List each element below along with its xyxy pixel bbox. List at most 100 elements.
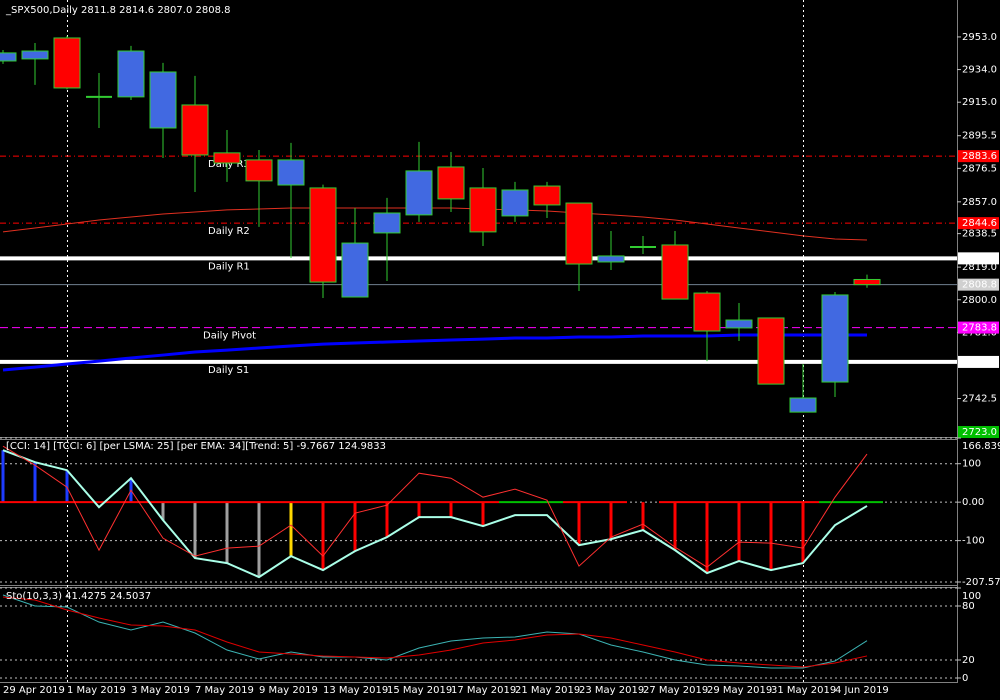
price-label-box — [958, 150, 999, 163]
y-tick-label: 80 — [962, 601, 975, 612]
histogram-bar — [321, 502, 325, 571]
x-tick-label: 7 May 2019 — [195, 685, 254, 696]
histogram-bar — [161, 502, 165, 521]
histogram-bar — [193, 502, 197, 559]
y-tick-label: 2819.0 — [962, 262, 997, 273]
histogram-bar — [385, 502, 389, 538]
candle-body — [181, 104, 209, 156]
candle-body — [725, 319, 753, 329]
histogram-bar — [705, 502, 709, 574]
candle-body — [789, 397, 817, 413]
histogram-bar — [1, 450, 5, 503]
candle-body — [501, 189, 529, 217]
y-tick-label: 20 — [962, 655, 975, 666]
histogram-bar — [769, 502, 773, 571]
candle-body — [245, 159, 273, 182]
candle-body — [757, 317, 785, 385]
moving-average — [2, 207, 868, 241]
y-tick-label: 2876.5 — [962, 163, 997, 174]
indicator-line — [2, 596, 868, 668]
candle-body — [469, 187, 497, 233]
y-tick-label: 2857.0 — [962, 197, 997, 208]
y-tick-label: 0 — [962, 673, 968, 684]
histogram-bar — [673, 502, 677, 551]
x-tick-label: 15 May 2019 — [387, 685, 452, 696]
histogram-bar — [33, 462, 37, 503]
candle-body — [213, 152, 241, 164]
candle-body — [277, 159, 305, 186]
x-tick-label: 31 May 2019 — [771, 685, 836, 696]
histogram-bar — [609, 502, 613, 540]
candle-body — [437, 166, 465, 200]
candle-body — [597, 255, 625, 263]
x-tick-label: 3 May 2019 — [131, 685, 190, 696]
candle-body — [853, 278, 881, 286]
candle-body — [53, 37, 81, 89]
price-label-box — [958, 321, 999, 334]
price-label: 2808.8 — [962, 280, 997, 291]
candle-body — [117, 50, 145, 98]
frame — [0, 0, 958, 683]
y-tick-label: -207.575 — [962, 577, 1000, 588]
y-tick-label: -100 — [962, 536, 985, 547]
histogram-bar — [481, 502, 485, 527]
price-label: 2763.8 — [962, 357, 997, 368]
price-label: 2783.8 — [962, 323, 997, 334]
indicator-line — [2, 594, 868, 669]
x-tick-label: 9 May 2019 — [259, 685, 318, 696]
histogram-bar — [225, 502, 229, 564]
price-label-box — [958, 217, 999, 230]
histogram-bar — [801, 502, 805, 564]
price-label: 2723.0 — [962, 427, 997, 438]
indicator-line — [2, 449, 868, 579]
x-tick-label: 17 May 2019 — [451, 685, 516, 696]
pivot-level-name: Daily R1 — [208, 261, 250, 272]
y-tick-label: 166.8397 — [962, 441, 1000, 452]
x-tick-label: 1 May 2019 — [67, 685, 126, 696]
pivot-level-name: Daily R2 — [208, 226, 250, 237]
price-label-box — [958, 355, 999, 368]
x-tick-label: 21 May 2019 — [515, 685, 580, 696]
price-label-box — [958, 278, 999, 291]
price-label-box — [958, 252, 999, 265]
moving-average — [2, 333, 867, 372]
pivot-level-name: Daily S1 — [208, 365, 249, 376]
price-label-box — [958, 426, 999, 439]
y-tick-label: 2934.0 — [962, 65, 997, 76]
price-label: 2824.1 — [962, 253, 997, 264]
candle-body — [661, 244, 689, 300]
price-label: 2883.6 — [962, 151, 997, 162]
candle-body — [533, 185, 561, 206]
x-tick-label: 23 May 2019 — [579, 685, 644, 696]
panel-title: _SPX500,Daily 2811.8 2814.6 2807.0 2808.… — [5, 5, 230, 16]
pivot-level-name: Daily R3 — [208, 159, 250, 170]
candle-body — [373, 212, 401, 234]
indicator-line — [2, 445, 868, 568]
histogram-bar — [257, 502, 261, 578]
y-tick-label: 2800.0 — [962, 295, 997, 306]
y-tick-label: 2838.5 — [962, 229, 997, 240]
candle-body — [341, 242, 369, 298]
x-tick-label: 29 May 2019 — [707, 685, 772, 696]
y-tick-label: 100 — [962, 591, 981, 602]
y-tick-label: 100 — [962, 459, 981, 470]
x-tick-label: 4 Jun 2019 — [835, 685, 889, 696]
candle-body — [21, 50, 49, 60]
price-label: 2844.6 — [962, 218, 997, 229]
candle-body — [405, 170, 433, 216]
panel-title: [CCI: 14] [TCCI: 6] [per LSMA: 25] [per … — [6, 441, 386, 452]
histogram-bar — [353, 502, 357, 552]
x-tick-label: 29 Apr 2019 — [3, 685, 65, 696]
histogram-bar — [737, 502, 741, 562]
y-tick-label: 0.00 — [962, 497, 984, 508]
histogram-bar — [65, 470, 69, 503]
period-separators — [67, 0, 804, 683]
histogram-bar — [577, 502, 581, 546]
histogram-bar — [641, 502, 645, 531]
histogram-bar — [417, 502, 421, 518]
candle-body — [309, 187, 337, 283]
candle-body — [0, 52, 17, 62]
panel-title: Sto(10,3,3) 41.4275 24.5037 — [6, 591, 151, 602]
